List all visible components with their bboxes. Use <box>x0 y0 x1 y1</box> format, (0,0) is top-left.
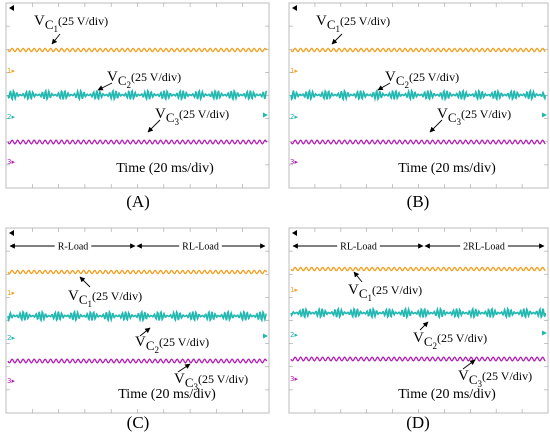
channel-marker-1: 1▸ <box>290 67 298 75</box>
channel-marker-3: 3▸ <box>290 375 298 383</box>
channel-marker-3: 3▸ <box>7 377 15 385</box>
scope-grid <box>289 3 548 188</box>
label-arrow-vc1 <box>51 33 61 45</box>
scope-panel-a: 1▸ VC1(25 V/div) 2▸ VC2(25 V/div) 3▸ VC3(25 V… <box>5 2 270 211</box>
trigger-marker-icon <box>9 230 14 236</box>
series-label-vc1: VC1(25 V/div) <box>34 13 108 34</box>
label-arrow-vc1 <box>331 33 343 45</box>
waveform-vc2 <box>7 88 268 102</box>
scope-grid <box>289 228 548 413</box>
ch2-level-marker-icon <box>263 112 268 118</box>
waveform-vc1 <box>290 47 546 53</box>
ch2-level-marker-icon <box>542 330 547 336</box>
series-label-vc3: VC3(25 V/div) <box>458 368 532 389</box>
label-arrow-vc3 <box>177 363 191 373</box>
label-arrow-vc3 <box>429 119 443 133</box>
scope-panel-d: 1▸ VC1(25 V/div) 2▸ VC2(25 V/div) 3▸ VC3(25 V… <box>288 227 549 432</box>
channel-marker-2: 2▸ <box>7 113 15 121</box>
x-axis-label: Time (20 ms/div) <box>118 387 216 402</box>
channel-marker-1: 1▸ <box>290 286 298 294</box>
label-arrow-vc1 <box>79 276 91 288</box>
panel-caption: (C) <box>127 413 150 432</box>
channel-marker-3: 3▸ <box>290 158 298 166</box>
series-label-vc1: VC1(25 V/div) <box>68 288 142 309</box>
series-label-vc2: VC2(25 V/div) <box>135 334 209 355</box>
channel-marker-2: 2▸ <box>290 331 298 339</box>
label-arrow-vc1 <box>353 271 363 283</box>
waveform-vc1 <box>7 269 268 275</box>
label-arrow-vc2 <box>97 82 113 91</box>
scope-panel-c: 1▸ VC1(25 V/div) 2▸ VC2(25 V/div) 3▸ VC3(25 V… <box>5 227 270 432</box>
series-label-vc1: VC1(25 V/div) <box>348 282 422 303</box>
trigger-marker-icon <box>9 5 14 11</box>
series-label-vc3: VC3(25 V/div) <box>437 106 511 127</box>
x-axis-label: Time (20 ms/div) <box>116 161 214 176</box>
label-arrow-vc2 <box>139 327 151 337</box>
series-label-vc3: VC3(25 V/div) <box>155 106 229 127</box>
channel-marker-1: 1▸ <box>7 289 15 297</box>
x-axis-label: Time (20 ms/div) <box>398 161 496 176</box>
waveform-vc1 <box>7 47 268 53</box>
ch2-level-marker-icon <box>542 112 547 118</box>
label-arrow-vc3 <box>147 119 161 133</box>
channel-marker-3: 3▸ <box>7 158 15 166</box>
series-label-vc2: VC2(25 V/div) <box>107 69 181 90</box>
waveform-vc2 <box>290 88 547 102</box>
channel-marker-2: 2▸ <box>290 113 298 121</box>
load-label-2: RL-Load <box>182 242 219 253</box>
waveform-vc3 <box>290 139 546 145</box>
waveform-vc3 <box>290 356 546 362</box>
trigger-marker-icon <box>292 230 297 236</box>
load-label-2: 2RL-Load <box>463 242 505 253</box>
label-arrow-vc2 <box>419 321 429 331</box>
load-label-1: R-Load <box>58 242 89 253</box>
waveform-vc3 <box>7 358 268 364</box>
waveform-vc3 <box>7 139 268 145</box>
channel-marker-2: 2▸ <box>7 334 15 342</box>
scope-screen <box>288 227 549 414</box>
trigger-marker-icon <box>292 5 297 11</box>
series-label-vc1: VC1(25 V/div) <box>316 13 390 34</box>
scope-screen <box>5 227 270 414</box>
waveform-vc1 <box>290 266 546 272</box>
waveform-vc2 <box>7 309 267 323</box>
panel-caption: (D) <box>406 413 430 432</box>
load-label-1: RL-Load <box>340 242 377 253</box>
series-label-vc2: VC2(25 V/div) <box>385 69 459 90</box>
panel-caption: (A) <box>126 192 150 211</box>
waveform-vc2 <box>290 306 547 320</box>
ch2-level-marker-icon <box>263 333 268 339</box>
scope-grid <box>6 228 269 413</box>
channel-marker-1: 1▸ <box>7 67 15 75</box>
series-label-vc3: VC3(25 V/div) <box>174 371 248 392</box>
label-arrow-vc3 <box>462 359 476 370</box>
series-label-vc2: VC2(25 V/div) <box>413 330 487 351</box>
panel-caption: (B) <box>407 192 430 211</box>
x-axis-label: Time (20 ms/div) <box>398 387 496 402</box>
label-arrow-vc2 <box>377 82 391 91</box>
scope-panel-b: 1▸ VC1(25 V/div) 2▸ VC2(25 V/div) 3▸ VC3(25 V… <box>288 2 549 211</box>
